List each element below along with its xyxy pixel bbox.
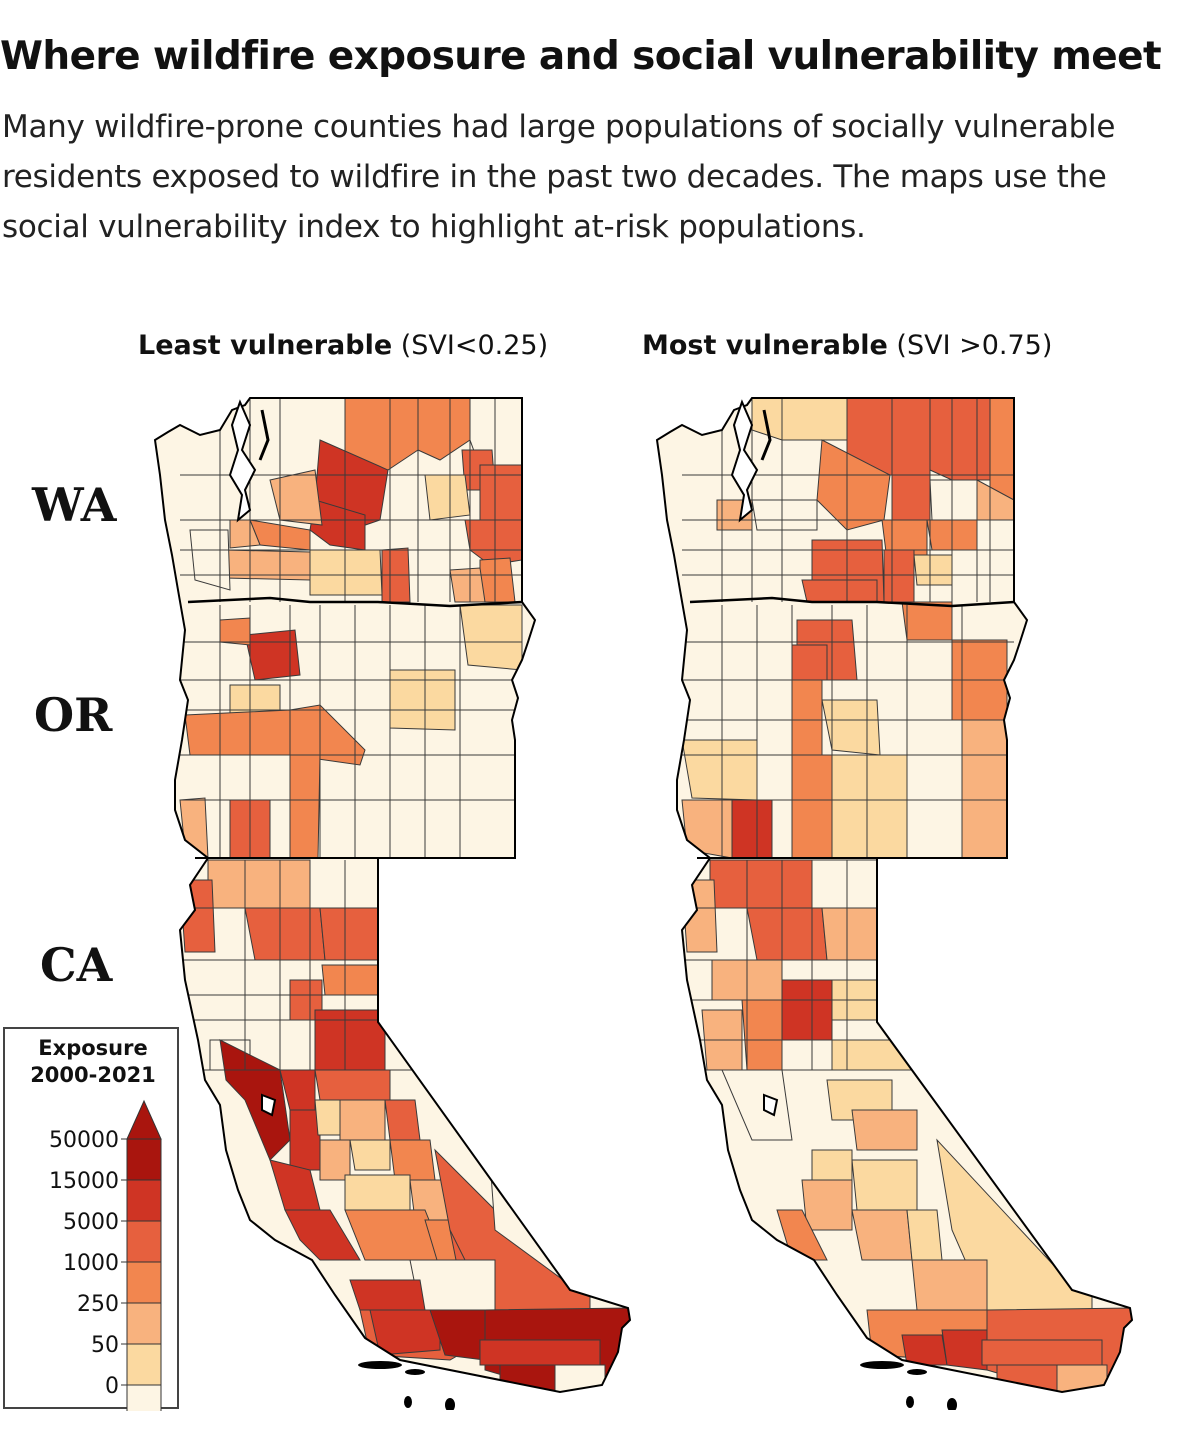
- county-region: [851, 1209, 913, 1261]
- county-region: [424, 474, 471, 521]
- county-region: [709, 859, 813, 909]
- county-region: [883, 549, 915, 603]
- county-region: [289, 1109, 321, 1171]
- county-region: [207, 859, 311, 909]
- map-least-vulnerable: [153, 397, 632, 1410]
- county-region: [479, 464, 523, 521]
- legend-tick-label: 0: [105, 1374, 119, 1399]
- county-region: [981, 1339, 1103, 1366]
- county-region: [349, 1279, 426, 1311]
- county-region: [314, 1099, 341, 1136]
- map-heading-most-bold: Most vulnerable: [642, 330, 888, 361]
- county-region: [791, 644, 828, 681]
- county-region: [319, 1139, 351, 1181]
- county-region: [901, 601, 953, 641]
- county-region: [344, 1174, 411, 1211]
- county-region: [314, 1009, 386, 1071]
- county-region: [479, 557, 516, 603]
- county-region: [681, 739, 758, 801]
- legend-swatch: [126, 1261, 162, 1304]
- legend-tick-label: 1000: [63, 1251, 119, 1276]
- legend: Exposure 2000-2021 50000 15000 5000 1000 250…: [3, 1027, 181, 1411]
- map-heading-most: Most vulnerable (SVI >0.75): [642, 330, 1052, 361]
- county-region: [831, 754, 908, 859]
- county-region: [751, 499, 818, 531]
- legend-arrow: [126, 1099, 162, 1140]
- county-region: [179, 879, 216, 953]
- county-region: [369, 1309, 441, 1356]
- county-region: [319, 907, 379, 961]
- county-region: [184, 709, 296, 756]
- state-label-wa: WA: [32, 478, 117, 532]
- county-region: [791, 754, 833, 859]
- county-region: [459, 604, 523, 671]
- county-region: [384, 1099, 421, 1141]
- county-region: [791, 679, 823, 756]
- county-region: [911, 1259, 988, 1311]
- county-region: [219, 617, 251, 646]
- page-subtitle: Many wildfire-prone counties had large p…: [2, 109, 1116, 245]
- county-region: [801, 1179, 853, 1231]
- legend-tick-label: 50: [91, 1333, 119, 1358]
- state-label-or: OR: [34, 688, 113, 742]
- county-region: [244, 907, 326, 961]
- county-region: [989, 398, 1015, 501]
- legend-tick-label: 5000: [63, 1210, 119, 1235]
- county-region: [349, 1139, 391, 1171]
- county-region: [269, 469, 323, 526]
- county-region: [781, 979, 833, 1041]
- county-region: [244, 629, 301, 681]
- county-region: [913, 554, 953, 586]
- county-region: [309, 499, 366, 551]
- county-region: [681, 879, 718, 953]
- county-region: [891, 474, 931, 521]
- county-region: [821, 907, 878, 961]
- county-region: [314, 1069, 391, 1101]
- map-most-vulnerable: [655, 397, 1134, 1410]
- page-title: Where wildfire exposure and social vulne…: [0, 34, 1162, 79]
- county-region: [929, 479, 978, 521]
- legend-swatch: [126, 1138, 162, 1181]
- county-region: [811, 1149, 853, 1181]
- legend-tick-label: 50000: [49, 1128, 119, 1153]
- county-region: [851, 1159, 918, 1211]
- legend-swatch: [126, 1343, 162, 1386]
- legend-tick-label: 15000: [49, 1169, 119, 1194]
- map-heading-least-rest: (SVI<0.25): [392, 330, 549, 361]
- county-region: [801, 579, 878, 603]
- map-heading-most-rest: (SVI >0.75): [887, 330, 1053, 361]
- county-region: [449, 567, 486, 603]
- legend-colorbar: 50000 15000 5000 1000 250 50 0: [49, 1099, 162, 1411]
- legend-title: Exposure 2000-2021: [5, 1035, 181, 1089]
- legend-swatch: [126, 1179, 162, 1222]
- county-region: [284, 1209, 361, 1261]
- county-region: [321, 964, 379, 996]
- county-region: [816, 439, 891, 531]
- map-heading-least-bold: Least vulnerable: [138, 330, 393, 361]
- county-region: [479, 1339, 601, 1366]
- county-region: [906, 1209, 943, 1261]
- county-region: [339, 1099, 386, 1141]
- legend-title-line1: Exposure: [38, 1036, 148, 1060]
- county-region: [389, 1139, 436, 1181]
- county-region: [941, 1329, 988, 1371]
- legend-swatch: [126, 1302, 162, 1345]
- legend-tick-label: 250: [77, 1292, 119, 1317]
- county-region: [741, 999, 783, 1071]
- county-region: [746, 907, 828, 961]
- legend-swatch: [126, 1220, 162, 1263]
- county-region: [929, 398, 991, 481]
- county-region: [289, 754, 321, 859]
- county-region: [811, 859, 878, 909]
- county-region: [309, 549, 383, 596]
- county-region: [731, 799, 773, 859]
- map-heading-least: Least vulnerable (SVI<0.25): [138, 330, 548, 361]
- county-region: [179, 797, 209, 859]
- county-region: [851, 1109, 918, 1151]
- legend-title-line2: 2000-2021: [30, 1063, 156, 1087]
- county-region: [681, 799, 733, 859]
- legend-swatch: [126, 1384, 162, 1411]
- county-region: [389, 669, 456, 731]
- state-label-ca: CA: [40, 938, 113, 992]
